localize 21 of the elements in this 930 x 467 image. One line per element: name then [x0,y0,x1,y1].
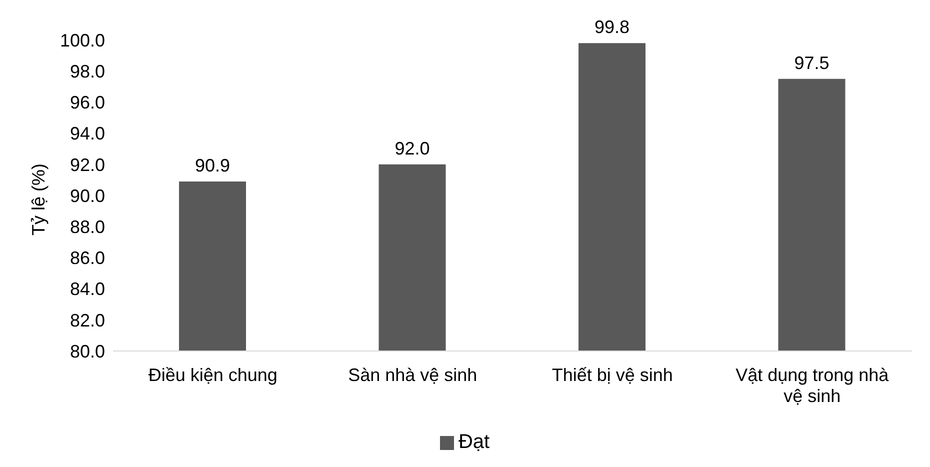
y-tick-label: 82.0 [70,310,105,330]
y-tick-label: 96.0 [70,92,105,113]
x-tick-label: Sàn nhà vệ sinh [348,365,478,385]
y-tick-label: 90.0 [70,186,105,206]
y-tick-label: 98.0 [70,61,105,82]
y-axis-title: Tỷ lệ (%) [28,164,48,236]
legend-label: Đạt [458,431,490,453]
y-tick-label: 100.0 [60,30,105,50]
y-tick-label: 92.0 [70,154,105,175]
data-label: 99.8 [594,17,630,38]
data-label: 97.5 [794,52,830,73]
y-tick-label: 86.0 [70,248,105,268]
y-tick-label: 80.0 [70,341,105,362]
x-tick-label: Điều kiện chung [148,365,278,385]
y-tick-label: 94.0 [70,124,105,144]
x-tick-label: Thiết bị vệ sinh [552,365,673,385]
data-label: 90.9 [194,156,230,176]
y-tick-label: 88.0 [70,216,105,237]
x-tick-label: Vật dụng trong nhà vệ sinh [736,365,890,406]
data-label: 92.0 [394,138,430,158]
y-tick-label: 84.0 [70,279,105,300]
